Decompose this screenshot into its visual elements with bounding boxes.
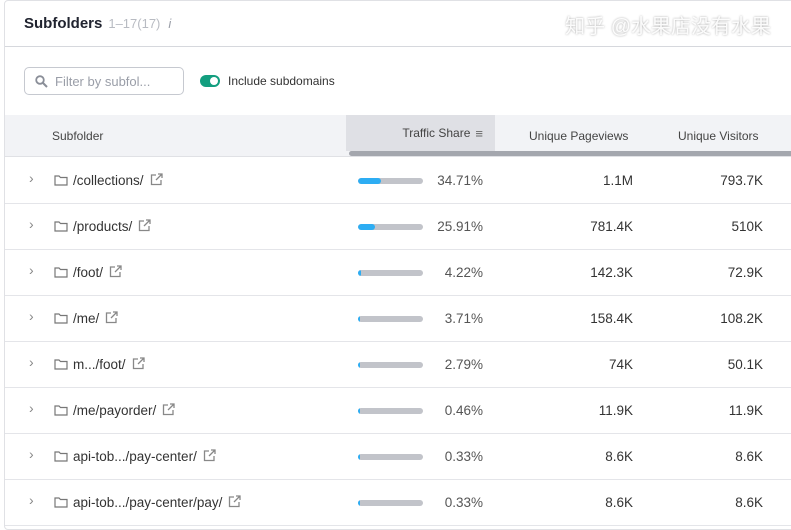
traffic-share-bar <box>358 454 423 460</box>
unique-visitors: 50.1K <box>727 357 763 372</box>
unique-pageviews: 158.4K <box>590 311 633 326</box>
traffic-share: 34.71% <box>437 173 483 188</box>
table-row: › api-tob.../pay-center/ 0.33% 8.6K 8.6K <box>5 434 791 480</box>
external-link-icon[interactable] <box>228 495 241 508</box>
traffic-share: 0.46% <box>444 403 483 418</box>
unique-visitors: 8.6K <box>735 449 763 464</box>
traffic-share-bar <box>358 500 423 506</box>
external-link-icon[interactable] <box>150 173 163 186</box>
traffic-share: 0.33% <box>444 449 483 464</box>
external-link-icon[interactable] <box>105 311 118 324</box>
folder-icon <box>54 405 68 416</box>
folder-icon <box>54 221 68 232</box>
col-unique-visitors[interactable]: Unique Visitors <box>678 129 759 143</box>
external-link-icon[interactable] <box>203 449 216 462</box>
search-icon <box>35 74 48 88</box>
watermark: 知乎 @水果店没有水果 <box>565 16 771 38</box>
unique-visitors: 108.2K <box>720 311 763 326</box>
subfolder-name[interactable]: /me/payorder/ <box>73 403 157 418</box>
subfolder-name[interactable]: /products/ <box>73 219 133 234</box>
unique-pageviews: 8.6K <box>605 449 633 464</box>
horizontal-scrollbar[interactable] <box>349 151 791 156</box>
folder-icon <box>54 267 68 278</box>
col-traffic-share[interactable]: Traffic Share <box>402 126 471 140</box>
sorted-column-header[interactable]: Traffic Share ≡ <box>346 115 495 151</box>
expand-chevron-icon[interactable]: › <box>29 492 34 508</box>
table-row: › m.../foot/ 2.79% 74K 50.1K <box>5 342 791 388</box>
subfolders-panel: Subfolders 1–17(17) i Filter by subfol..… <box>4 0 791 530</box>
traffic-share: 3.71% <box>444 311 483 326</box>
unique-visitors: 8.6K <box>735 495 763 510</box>
result-count: 1–17(17) <box>108 16 161 31</box>
sort-icon[interactable]: ≡ <box>475 125 483 141</box>
subfolder-name[interactable]: /foot/ <box>73 265 104 280</box>
panel-title: Subfolders <box>24 15 103 32</box>
subfolder-name[interactable]: /collections/ <box>73 173 144 188</box>
include-subdomains-label: Include subdomains <box>228 74 335 88</box>
folder-icon <box>54 175 68 186</box>
table-row: › /products/ 25.91% 781.4K 510K <box>5 204 791 250</box>
table-header: Subfolder Traffic Share ≡ Unique Pagevie… <box>5 115 791 157</box>
traffic-share-bar <box>358 178 423 184</box>
unique-visitors: 11.9K <box>728 403 763 418</box>
external-link-icon[interactable] <box>138 219 151 232</box>
panel-header: Subfolders 1–17(17) i <box>5 1 791 47</box>
external-link-icon[interactable] <box>162 403 175 416</box>
table-row: › api-tob.../pay-center/pay/ 0.33% 8.6K … <box>5 480 791 526</box>
table-row: › /collections/ 34.71% 1.1M 793.7K <box>5 158 791 204</box>
unique-visitors: 72.9K <box>727 265 763 280</box>
unique-visitors: 793.7K <box>720 173 763 188</box>
traffic-share-bar <box>358 408 423 414</box>
traffic-share: 4.22% <box>444 265 483 280</box>
expand-chevron-icon[interactable]: › <box>29 354 34 370</box>
folder-icon <box>54 497 68 508</box>
filter-bar: Filter by subfol... Include subdomains <box>5 47 791 115</box>
unique-pageviews: 74K <box>608 357 633 372</box>
traffic-share-bar <box>358 270 423 276</box>
traffic-share-bar <box>358 224 423 230</box>
table-row: › /foot/ 4.22% 142.3K 72.9K <box>5 250 791 296</box>
unique-pageviews: 11.9K <box>598 403 633 418</box>
col-subfolder[interactable]: Subfolder <box>52 129 104 143</box>
expand-chevron-icon[interactable]: › <box>29 308 34 324</box>
filter-placeholder: Filter by subfol... <box>55 73 151 89</box>
subfolder-name[interactable]: /me/ <box>73 311 100 326</box>
unique-pageviews: 8.6K <box>605 495 633 510</box>
expand-chevron-icon[interactable]: › <box>29 446 34 462</box>
unique-pageviews: 142.3K <box>590 265 633 280</box>
subfolder-name[interactable]: m.../foot/ <box>73 357 126 372</box>
folder-icon <box>54 313 68 324</box>
info-icon[interactable]: i <box>168 16 172 31</box>
traffic-share-bar <box>358 362 423 368</box>
filter-input[interactable]: Filter by subfol... <box>24 67 184 95</box>
unique-visitors: 510K <box>731 219 763 234</box>
expand-chevron-icon[interactable]: › <box>29 262 34 278</box>
table-row: › /me/ 3.71% 158.4K 108.2K <box>5 296 791 342</box>
expand-chevron-icon[interactable]: › <box>29 400 34 416</box>
folder-icon <box>54 451 68 462</box>
col-unique-pageviews[interactable]: Unique Pageviews <box>529 129 629 143</box>
unique-pageviews: 1.1M <box>602 173 633 188</box>
subfolder-name[interactable]: api-tob.../pay-center/pay/ <box>73 495 223 510</box>
expand-chevron-icon[interactable]: › <box>29 216 34 232</box>
include-subdomains-toggle[interactable] <box>200 75 220 87</box>
expand-chevron-icon[interactable]: › <box>29 170 34 186</box>
traffic-share: 0.33% <box>444 495 483 510</box>
unique-pageviews: 781.4K <box>590 219 633 234</box>
traffic-share: 2.79% <box>444 357 483 372</box>
traffic-share: 25.91% <box>437 219 483 234</box>
folder-icon <box>54 359 68 370</box>
external-link-icon[interactable] <box>109 265 122 278</box>
traffic-share-bar <box>358 316 423 322</box>
subfolder-name[interactable]: api-tob.../pay-center/ <box>73 449 197 464</box>
table-row: › /me/payorder/ 0.46% 11.9K 11.9K <box>5 388 791 434</box>
external-link-icon[interactable] <box>132 357 145 370</box>
